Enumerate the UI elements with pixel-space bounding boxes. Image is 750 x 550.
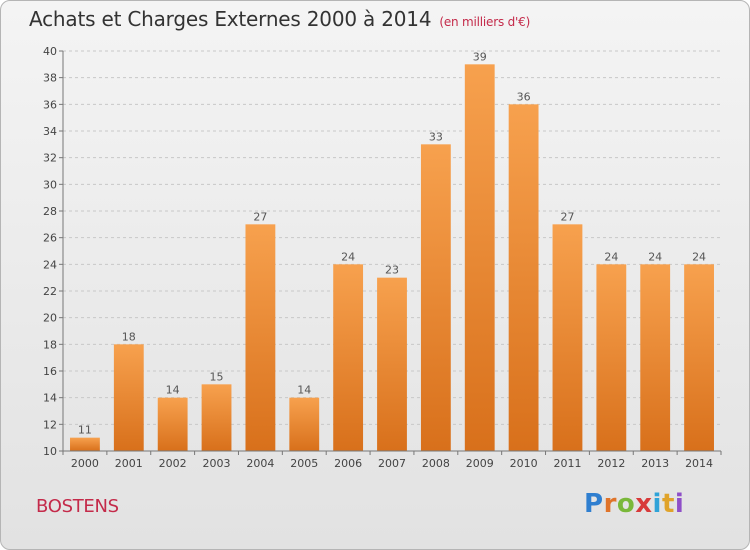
bar-2005 (289, 397, 320, 451)
x-tick-label: 2003 (203, 457, 231, 470)
x-tick-label: 2010 (510, 457, 538, 470)
x-tick-label: 2005 (290, 457, 318, 470)
x-tick-label: 2007 (378, 457, 406, 470)
logo-letter: t (661, 489, 675, 519)
bars (70, 64, 714, 452)
commune-name: BOSTENS (36, 496, 119, 517)
y-tick-label: 24 (43, 258, 57, 271)
bar-2002 (157, 397, 188, 451)
y-tick-label: 36 (43, 98, 57, 111)
bar-2006 (333, 264, 364, 451)
y-tick-label: 14 (43, 392, 57, 405)
x-tick-label: 2012 (597, 457, 625, 470)
bar-2014 (684, 264, 714, 451)
bar-2012 (596, 264, 627, 451)
data-label-2004: 27 (253, 210, 267, 223)
data-label-2003: 15 (210, 370, 224, 383)
bar-2007 (377, 277, 407, 451)
y-tick-label: 26 (43, 232, 57, 245)
x-tick-label: 2000 (71, 457, 99, 470)
logo-letter: r (603, 489, 617, 519)
y-tick-label: 38 (43, 72, 57, 85)
data-label-2011: 27 (560, 210, 574, 223)
y-tick-label: 16 (43, 365, 57, 378)
x-tick-label: 2004 (246, 457, 274, 470)
x-tick-label: 2008 (422, 457, 450, 470)
data-label-2006: 24 (341, 250, 355, 263)
y-tick-label: 18 (43, 338, 57, 351)
bar-2008 (420, 144, 451, 452)
bar-2000 (70, 437, 100, 451)
data-label-2012: 24 (604, 250, 618, 263)
x-tick-label: 2006 (334, 457, 362, 470)
logo-letter: x (635, 489, 653, 519)
y-tick-label: 20 (43, 312, 57, 325)
proxiti-logo[interactable]: Proxiti (584, 489, 684, 519)
data-label-2009: 39 (473, 50, 487, 63)
x-tick-label: 2013 (641, 457, 669, 470)
bar-2003 (201, 384, 232, 451)
data-label-2005: 14 (297, 384, 311, 397)
chart-title: Achats et Charges Externes 2000 à 2014 (e… (29, 7, 530, 31)
title-text: Achats et Charges Externes 2000 à 2014 (29, 7, 432, 31)
x-tick-label: 2014 (685, 457, 713, 470)
data-labels: 11 18 14 15 27 14 24 23 33 39 36 27 24 24 24 (78, 50, 706, 436)
x-tick-label: 2001 (115, 457, 143, 470)
y-tick-label: 22 (43, 285, 57, 298)
logo-letter: i (652, 489, 662, 519)
data-label-2014: 24 (692, 250, 706, 263)
data-label-2013: 24 (648, 250, 662, 263)
logo-letter: i (674, 489, 685, 519)
logo-letter: P (584, 489, 604, 519)
x-tick-label: 2009 (466, 457, 494, 470)
logo-letter: o (616, 489, 636, 519)
data-label-2007: 23 (385, 264, 399, 277)
x-tick-label: 2002 (159, 457, 187, 470)
bar-2010 (508, 104, 539, 451)
bar-2011 (552, 224, 583, 451)
data-label-2010: 36 (517, 90, 531, 103)
bar-2004 (245, 224, 276, 451)
axes: 10 12 14 16 18 20 22 24 26 28 30 32 34 36 38 40 2000 2001… (43, 45, 722, 470)
data-label-2002: 14 (166, 384, 180, 397)
data-label-2008: 33 (429, 130, 443, 143)
x-tick-label: 2011 (553, 457, 581, 470)
y-tick-label: 10 (43, 445, 57, 458)
bar-2001 (113, 344, 144, 451)
bar-2009 (464, 64, 495, 452)
y-tick-label: 28 (43, 205, 57, 218)
y-tick-label: 30 (43, 178, 57, 191)
y-tick-label: 32 (43, 152, 57, 165)
unit-label: (en milliers d'€) (439, 15, 531, 29)
y-tick-label: 12 (43, 418, 57, 431)
bar-2013 (640, 264, 671, 451)
data-label-2000: 11 (78, 424, 92, 437)
y-tick-label: 40 (43, 45, 57, 58)
y-tick-label: 34 (43, 125, 57, 138)
data-label-2001: 18 (122, 330, 136, 343)
